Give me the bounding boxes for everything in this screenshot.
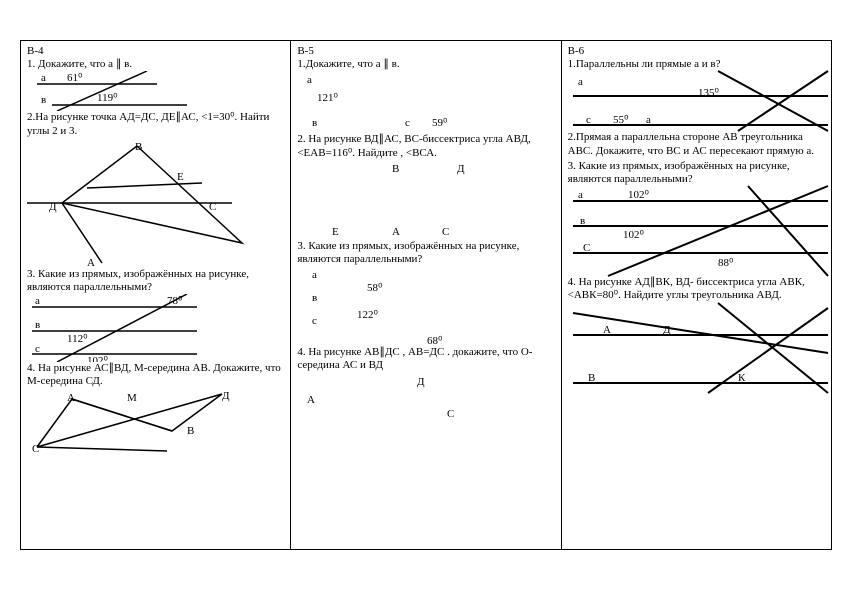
svg-text:Е: Е [332,226,339,238]
svg-text:68⁰: 68⁰ [427,335,443,346]
svg-text:119⁰: 119⁰ [97,92,118,104]
svg-text:в: в [312,117,317,129]
svg-text:135⁰: 135⁰ [698,87,720,99]
q2-text: 2. На рисунке ВД∥АС, ВС-биссектриса угла… [297,133,554,159]
svg-text:М: М [127,392,137,404]
svg-text:С: С [447,408,454,418]
svg-text:102⁰: 102⁰ [623,229,645,241]
q1-text: 1.Докажите, что а ∥ в. [297,58,554,71]
variant-5-cell: В-5 1.Докажите, что а ∥ в. а 121⁰ в с 59… [291,41,561,550]
header: В-6 [568,45,825,58]
svg-text:а: а [35,295,40,307]
q4-text: 4. На рисунке АС∥ВД, М-середина АВ. Дока… [27,362,284,388]
header: В-5 [297,45,554,58]
q4-figure: А М Д С В [27,389,257,457]
svg-text:58⁰: 58⁰ [367,282,383,294]
svg-text:Д: Д [457,163,465,175]
svg-text:А: А [87,257,95,268]
svg-text:59⁰: 59⁰ [432,117,448,129]
q4-figure: Д А С [297,373,527,418]
q1-text: 1. Докажите, что а ∥ в. [27,58,284,71]
q3-text: 3. Какие из прямых, изображённых на рису… [568,160,825,186]
q4-text: 4. На рисунке АД∥ВК, ВД- биссектриса угл… [568,276,825,302]
q1-figure: а 121⁰ в с 59⁰ [297,71,527,131]
svg-text:А: А [67,392,75,404]
q2-figure: В Е Д С А [27,138,267,268]
worksheet-table: В-4 1. Докажите, что а ∥ в. а 61⁰ в 119⁰… [20,40,832,550]
svg-text:в: в [35,319,40,331]
q3-figure: а 102⁰ в 102⁰ С 88⁰ [568,186,828,276]
svg-text:А: А [392,226,400,238]
q3-text: 3. Какие из прямых, изображённых на рису… [27,268,284,294]
q3-figure: а 58⁰ в 122⁰ с 68⁰ [297,266,527,346]
svg-text:а: а [307,74,312,86]
svg-text:102⁰: 102⁰ [628,189,650,201]
q3-text: 3. Какие из прямых, изображённых на рису… [297,240,554,266]
svg-text:а: а [578,76,583,88]
svg-text:112⁰: 112⁰ [67,333,88,345]
svg-text:102⁰: 102⁰ [87,355,109,362]
q3-figure: а 78⁰ в 112⁰ с 102⁰ [27,294,257,362]
svg-text:в: в [41,94,46,106]
q2-text: 2.Прямая а параллельна стороне АВ треуго… [568,131,825,157]
svg-text:в: в [312,292,317,304]
svg-text:В: В [392,163,399,175]
svg-text:121⁰: 121⁰ [317,92,339,104]
svg-text:В: В [187,425,194,437]
header: В-4 [27,45,284,58]
q1-figure: а 61⁰ в 119⁰ [27,71,257,111]
svg-text:а: а [41,72,46,84]
svg-text:а: а [312,269,317,281]
variant-6-cell: В-6 1.Параллельны ли прямые а и в? а 135… [561,41,831,550]
svg-text:Д: Д [417,376,425,388]
svg-text:а: а [578,189,583,201]
svg-text:Д: Д [222,390,230,402]
svg-text:61⁰: 61⁰ [67,72,83,84]
q1-text: 1.Параллельны ли прямые а и в? [568,58,825,71]
svg-text:А: А [307,394,315,406]
svg-text:122⁰: 122⁰ [357,309,379,321]
svg-text:с: с [35,343,40,355]
q4-figure: А Д В К [568,303,828,393]
q4-text: 4. На рисунке АВ∥ДС , АВ=ДС . докажите, … [297,346,554,372]
svg-text:с: с [405,117,410,129]
variant-4-cell: В-4 1. Докажите, что а ∥ в. а 61⁰ в 119⁰… [21,41,291,550]
q1-figure: а 135⁰ с 55⁰ а [568,71,828,131]
svg-text:С: С [442,226,449,238]
svg-text:с: с [312,315,317,327]
svg-text:Е: Е [177,171,184,183]
q2-figure: В Д Е А С [297,160,527,240]
q2-text: 2.На рисунке точка АД=ДС, ДЕ∥АС, <1=30⁰.… [27,111,284,137]
svg-text:88⁰: 88⁰ [718,257,734,269]
